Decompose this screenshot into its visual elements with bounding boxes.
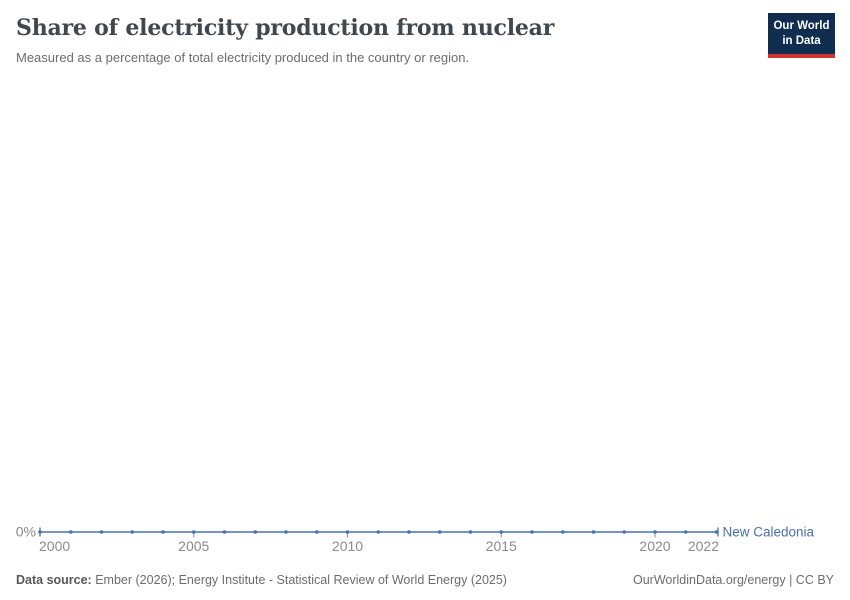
data-point [99, 530, 104, 534]
data-point [622, 530, 627, 534]
site-credit-link[interactable]: OurWorldinData.org/energy | CC BY [632, 573, 834, 587]
data-source-text: Ember (2026); Energy Institute - Statist… [91, 573, 507, 587]
data-point [38, 530, 42, 534]
data-point [437, 530, 442, 534]
data-point [191, 530, 196, 534]
x-tick-label: 2020 [639, 538, 670, 554]
owid-logo[interactable]: Our World in Data [768, 13, 835, 58]
owid-logo-line1: Our World [773, 20, 830, 32]
chart-title: Share of electricity production from nuc… [16, 15, 555, 41]
data-point [314, 530, 319, 534]
data-point [653, 530, 657, 534]
chart-header: Share of electricity production from nuc… [16, 14, 755, 66]
data-point [253, 530, 258, 534]
series-entity-label[interactable]: New Caledonia [723, 525, 815, 540]
data-point [468, 530, 473, 534]
chart-footer: Data source: Ember (2026); Energy Instit… [16, 573, 834, 588]
owid-logo-line2: in Data [782, 34, 821, 47]
x-tick-label: 2022 [688, 538, 719, 554]
x-tick-label: 2005 [178, 538, 209, 554]
y-tick-label: 0% [16, 524, 36, 540]
data-point [499, 530, 504, 534]
data-point [130, 530, 135, 534]
data-point [161, 530, 165, 534]
x-tick-label: 2000 [39, 538, 70, 554]
data-point [68, 530, 73, 534]
x-tick-label: 2010 [332, 538, 363, 554]
data-source: Data source: Ember (2026); Energy Instit… [16, 573, 507, 588]
data-point [530, 530, 534, 534]
data-point [284, 530, 288, 534]
data-point [560, 530, 565, 534]
data-point [222, 530, 227, 534]
data-point [345, 530, 350, 534]
data-source-label: Data source: [16, 573, 92, 587]
data-point [714, 530, 719, 534]
data-point [376, 530, 381, 534]
chart-subtitle: Measured as a percentage of total electr… [16, 49, 470, 65]
x-tick-label: 2015 [486, 538, 517, 554]
data-point [407, 530, 411, 534]
data-point [591, 530, 596, 534]
data-point [683, 530, 688, 534]
